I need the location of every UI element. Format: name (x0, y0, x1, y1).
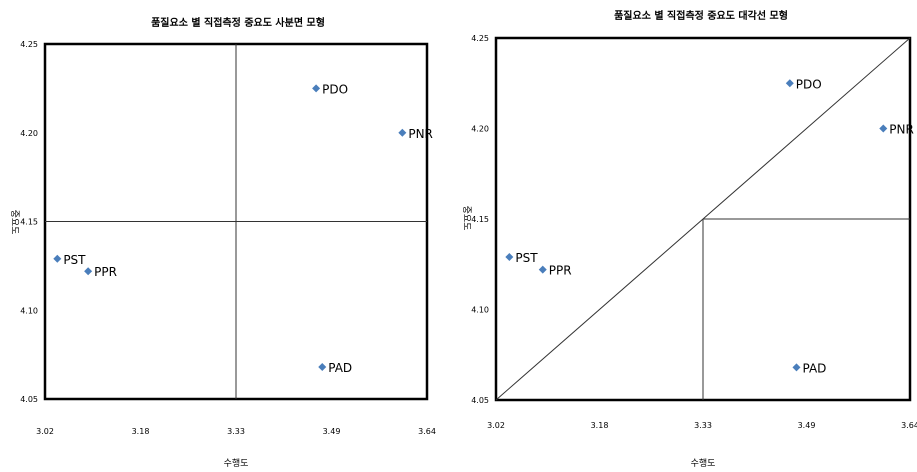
x-tick-label: 3.33 (227, 427, 245, 436)
point-marker-pnr (879, 124, 888, 133)
x-tick-labels: 3.02 3.18 3.33 3.49 3.64 (487, 421, 917, 430)
data-points: PDO PNR PST PPR PAD (53, 82, 433, 375)
y-tick-label: 4.10 (471, 306, 489, 315)
point-marker-pad (792, 363, 801, 372)
x-axis-title: 수행도 (691, 457, 716, 469)
y-tick-label: 4.20 (20, 129, 38, 138)
point-label-pad: PAD (328, 361, 352, 375)
data-points: PDO PNR PST PPR PAD (505, 77, 914, 375)
y-tick-label: 4.25 (20, 40, 38, 49)
y-tick-label: 4.15 (20, 218, 38, 227)
y-tick-label: 4.15 (471, 215, 489, 224)
point-label-pdo: PDO (796, 77, 822, 91)
point-label-pad: PAD (802, 361, 826, 375)
y-tick-label: 4.10 (20, 306, 38, 315)
x-tick-label: 3.49 (798, 421, 816, 430)
diagonal-line (495, 37, 911, 401)
point-label-ppr: PPR (94, 265, 117, 279)
x-tick-label: 3.02 (36, 427, 54, 436)
y-tick-label: 4.25 (471, 34, 489, 43)
y-tick-labels: 4.25 4.20 4.15 4.10 4.05 (20, 40, 38, 404)
point-marker-pst (505, 253, 514, 262)
point-marker-pdo (312, 84, 321, 93)
y-axis-title: 중요도 (461, 206, 472, 231)
point-label-pst: PST (515, 251, 538, 265)
x-tick-label: 3.64 (418, 427, 436, 436)
reference-lines (45, 44, 427, 399)
point-marker-ppr (538, 265, 547, 274)
x-tick-label: 3.64 (901, 421, 917, 430)
x-tick-labels: 3.02 3.18 3.33 3.49 3.64 (36, 427, 436, 436)
chart-title: 품질요소 별 직접측정 중요도 사분면 모형 (151, 16, 325, 29)
point-marker-pnr (398, 128, 407, 137)
x-tick-label: 3.33 (694, 421, 712, 430)
y-axis-title: 중요도 (9, 210, 20, 235)
point-marker-pdo (785, 79, 794, 88)
point-label-pnr: PNR (408, 127, 433, 141)
y-tick-label: 4.20 (471, 125, 489, 134)
x-tick-label: 3.18 (132, 427, 150, 436)
chart-quadrant: 품질요소 별 직접측정 중요도 사분면 모형 3.02 3.18 3.33 3.49 3… (9, 16, 436, 469)
point-label-ppr: PPR (549, 264, 572, 278)
x-axis-title: 수행도 (224, 457, 249, 469)
point-label-pdo: PDO (322, 82, 348, 96)
reference-lines (495, 37, 911, 401)
chart-title: 품질요소 별 직접측정 중요도 대각선 모형 (614, 9, 788, 22)
chart-diagonal: 품질요소 별 직접측정 중요도 대각선 모형 3.02 3.18 3.33 3.49 3… (461, 9, 917, 469)
x-tick-label: 3.49 (323, 427, 341, 436)
x-tick-label: 3.18 (591, 421, 609, 430)
point-marker-ppr (84, 267, 93, 276)
y-tick-label: 4.05 (471, 396, 489, 405)
y-tick-labels: 4.25 4.20 4.15 4.10 4.05 (471, 34, 489, 405)
x-tick-label: 3.02 (487, 421, 505, 430)
point-marker-pst (53, 254, 62, 263)
point-marker-pad (318, 363, 327, 372)
point-label-pnr: PNR (889, 123, 914, 137)
y-tick-label: 4.05 (20, 395, 38, 404)
point-label-pst: PST (63, 253, 86, 267)
